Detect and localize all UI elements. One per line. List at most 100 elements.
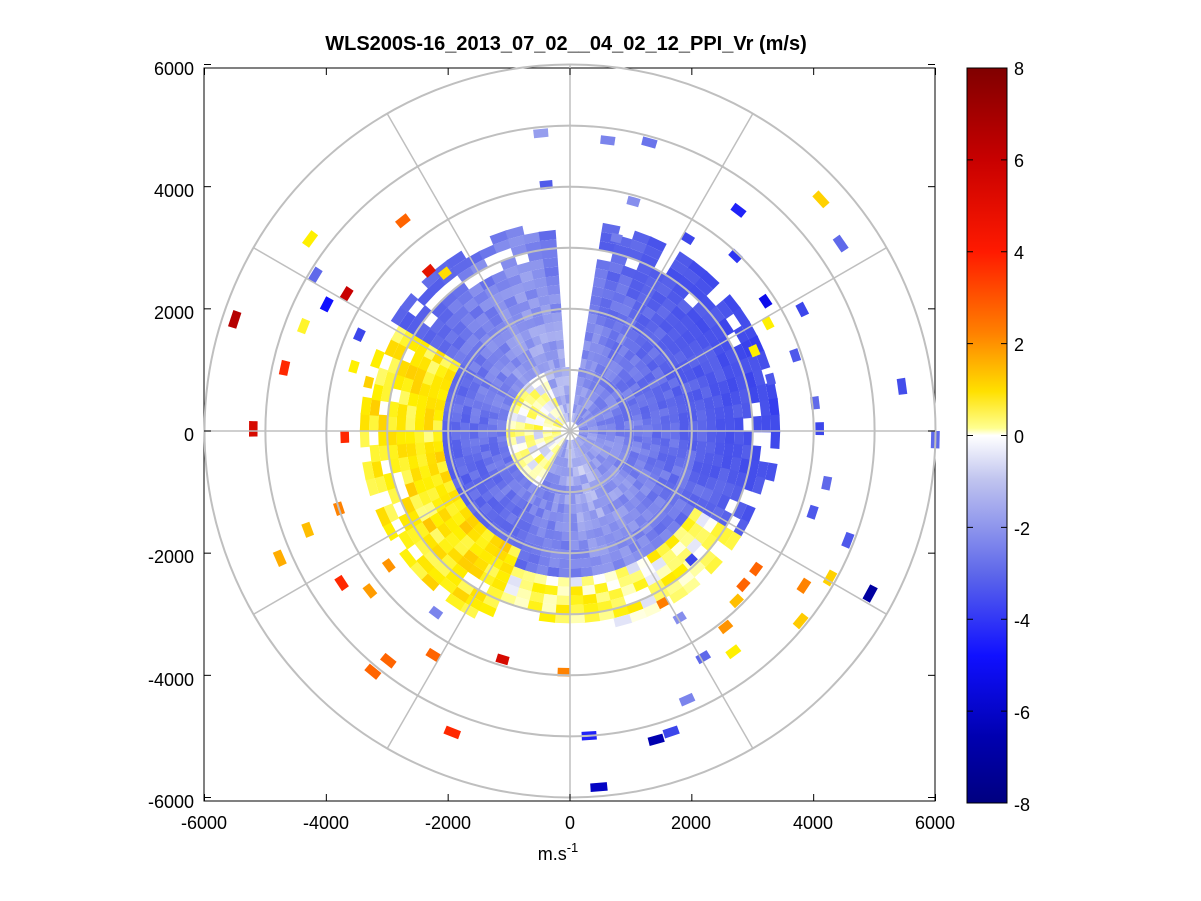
velocity-cell <box>542 432 553 438</box>
velocity-cell <box>479 409 491 419</box>
velocity-cell <box>375 506 391 527</box>
velocity-cell <box>601 459 614 471</box>
velocity-cell <box>770 414 781 433</box>
velocity-cell <box>545 519 556 531</box>
velocity-cell <box>460 438 471 449</box>
velocity-cell <box>547 359 556 370</box>
velocity-cell <box>469 422 479 431</box>
velocity-cell <box>634 502 648 516</box>
velocity-cell <box>643 571 661 587</box>
velocity-cell <box>478 297 495 313</box>
velocity-cell <box>732 501 748 520</box>
velocity-cell <box>601 222 621 236</box>
velocity-cell <box>699 487 714 503</box>
velocity-cell <box>591 286 606 298</box>
azimuth-spoke <box>569 430 887 615</box>
velocity-cell <box>390 305 409 326</box>
velocity-cell <box>697 431 708 443</box>
velocity-cell <box>444 569 463 587</box>
velocity-cell <box>524 434 535 443</box>
velocity-cell <box>759 399 771 418</box>
velocity-cell <box>734 417 744 433</box>
colorbar: 8 6 4 2 0 -2 -4 -6 -8 <box>966 59 1030 815</box>
velocity-cell <box>621 372 633 384</box>
velocity-cell <box>729 593 744 609</box>
velocity-cell <box>498 308 513 322</box>
velocity-cell <box>390 324 408 344</box>
velocity-cell <box>686 307 703 325</box>
velocity-cell <box>703 452 715 467</box>
velocity-cell <box>752 415 762 433</box>
velocity-cell <box>398 311 416 331</box>
velocity-cell <box>433 408 444 421</box>
velocity-cell <box>485 388 497 400</box>
velocity-cell <box>541 248 558 260</box>
velocity-cell <box>603 532 616 545</box>
velocity-cell <box>571 439 577 449</box>
velocity-cell <box>297 317 311 335</box>
velocity-cell <box>554 604 570 615</box>
velocity-cell <box>621 387 633 398</box>
velocity-cell <box>725 644 742 660</box>
velocity-cell <box>518 476 529 487</box>
velocity-cell <box>630 446 642 455</box>
velocity-cell <box>364 663 382 680</box>
velocity-cell <box>541 537 553 549</box>
velocity-cell <box>605 579 621 592</box>
velocity-cell <box>650 409 661 419</box>
velocity-cell <box>484 283 501 299</box>
velocity-cell <box>409 350 424 368</box>
x-axis-label-exponent: -1 <box>567 840 579 855</box>
velocity-cell <box>558 357 566 368</box>
velocity-cell <box>463 296 480 313</box>
velocity-cell <box>456 578 475 596</box>
velocity-cell <box>575 417 584 425</box>
velocity-cell <box>585 529 596 540</box>
velocity-cell <box>585 437 596 445</box>
velocity-cell <box>535 526 547 538</box>
velocity-cell <box>604 416 615 425</box>
polar-grid <box>203 63 937 799</box>
velocity-cell <box>722 294 741 314</box>
velocity-cell <box>407 334 423 352</box>
velocity-cell <box>590 564 605 576</box>
velocity-cell <box>584 399 594 411</box>
velocity-cell <box>628 469 641 480</box>
velocity-cell <box>590 518 602 530</box>
velocity-cell <box>540 602 557 614</box>
velocity-cell <box>570 440 574 450</box>
velocity-cell <box>543 471 555 483</box>
velocity-cell <box>695 317 712 335</box>
velocity-cell <box>515 587 532 601</box>
velocity-cell <box>460 421 470 431</box>
velocity-cell <box>550 349 560 360</box>
velocity-cell <box>423 549 441 568</box>
velocity-cell <box>436 323 453 340</box>
velocity-cell <box>716 494 731 512</box>
velocity-cell <box>642 431 653 438</box>
velocity-cell <box>498 507 511 520</box>
velocity-cell <box>498 353 512 367</box>
velocity-cell <box>490 577 508 592</box>
velocity-cell <box>588 509 599 521</box>
velocity-cell <box>623 500 636 513</box>
velocity-cell <box>750 445 762 463</box>
velocity-cell <box>450 585 470 603</box>
velocity-cell <box>514 378 526 390</box>
velocity-cell <box>575 456 583 467</box>
velocity-cell <box>586 419 597 426</box>
velocity-cell <box>573 394 581 405</box>
velocity-cell <box>558 558 570 569</box>
velocity-cell <box>514 472 525 483</box>
velocity-cell <box>590 406 601 416</box>
velocity-cell <box>439 553 458 571</box>
velocity-cell <box>536 363 546 374</box>
axes <box>204 64 936 801</box>
velocity-cell <box>486 352 500 366</box>
velocity-cell <box>563 385 571 395</box>
velocity-cell <box>414 504 430 522</box>
velocity-cell <box>650 557 667 573</box>
velocity-cell <box>593 395 605 407</box>
velocity-cell <box>543 422 553 428</box>
velocity-cell <box>715 300 734 319</box>
